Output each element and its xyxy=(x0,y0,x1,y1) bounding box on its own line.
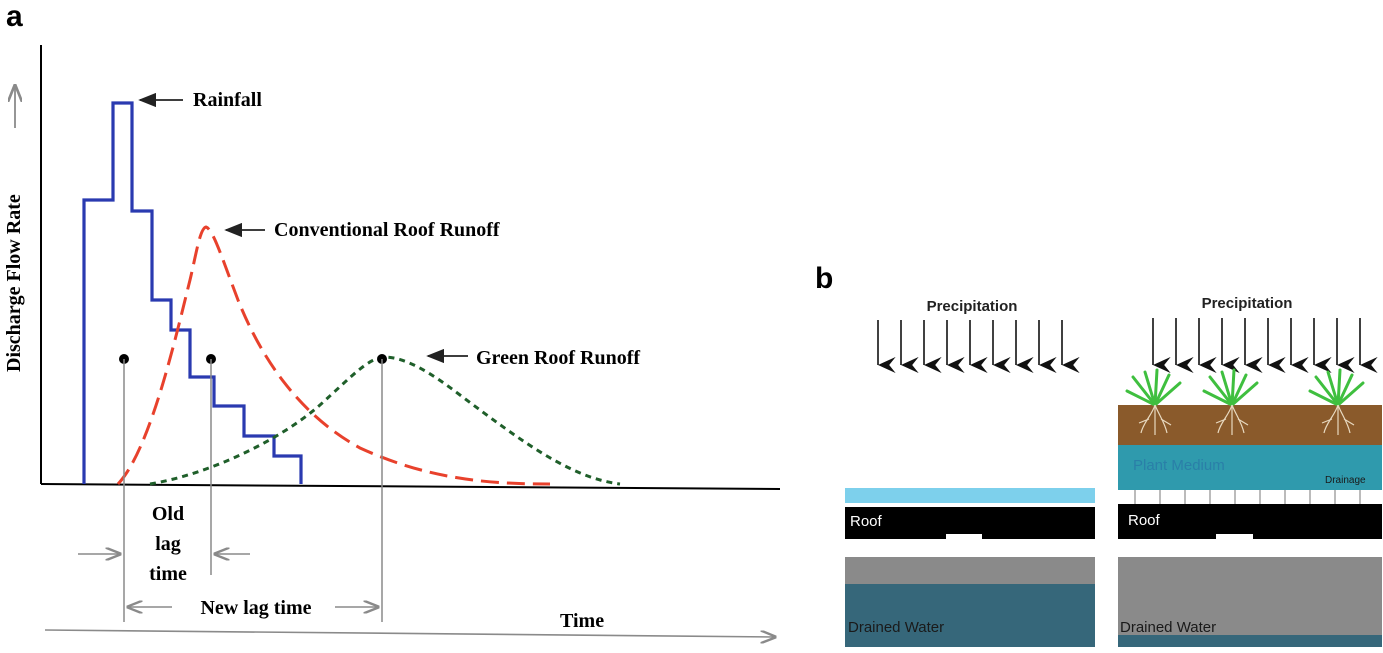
plant-medium-layer xyxy=(1118,445,1382,490)
x-axis xyxy=(40,483,781,490)
right-gray-layer xyxy=(1118,557,1382,635)
old-lag-label-line3: time xyxy=(149,563,187,585)
plant-icon xyxy=(1308,368,1365,435)
y-axis-label: Discharge Flow Rate xyxy=(3,194,25,372)
time-axis-arrow-icon xyxy=(44,629,775,637)
green-runoff-series xyxy=(149,355,621,486)
right-roof-layer xyxy=(1118,504,1382,539)
drainage-label: Drainage xyxy=(1325,475,1366,486)
right-rain-arrows xyxy=(1152,318,1378,373)
left-drained-water-label: Drained Water xyxy=(848,619,944,636)
panel-b: b Precipitation Roof Drained Water xyxy=(815,262,1382,647)
conventional-runoff-series xyxy=(116,225,551,486)
left-roof-layer xyxy=(845,507,1095,539)
green-label: Green Roof Runoff xyxy=(476,347,640,369)
panel-a-label: a xyxy=(6,0,23,33)
left-drained-water-layer xyxy=(845,584,1095,647)
panel-b-label: b xyxy=(815,262,833,295)
panel-a: a Discharge Flow Rate Rainfall Conventio… xyxy=(3,0,781,637)
rainfall-series xyxy=(82,101,303,484)
rainfall-label: Rainfall xyxy=(193,89,262,111)
left-precipitation-label: Precipitation xyxy=(927,298,1018,315)
left-rain-arrows xyxy=(877,320,1080,373)
conventional-roof-diagram: Precipitation Roof Drained Water xyxy=(845,298,1095,647)
new-lag-label: New lag time xyxy=(200,597,311,619)
right-precipitation-label: Precipitation xyxy=(1202,295,1293,312)
right-roof-label: Roof xyxy=(1128,512,1161,529)
old-lag-label-line1: Old xyxy=(152,503,184,525)
conventional-label: Conventional Roof Runoff xyxy=(274,219,500,241)
x-axis-label: Time xyxy=(560,610,604,632)
y-axis-label-group: Discharge Flow Rate xyxy=(3,194,25,372)
plant-icon xyxy=(1125,368,1182,435)
left-roof-label: Roof xyxy=(850,513,883,530)
left-water-film xyxy=(845,488,1095,503)
right-drained-water-layer xyxy=(1118,635,1382,647)
plant-medium-label: Plant Medium xyxy=(1133,457,1225,474)
right-drained-water-label: Drained Water xyxy=(1120,619,1216,636)
plant-icon xyxy=(1202,368,1259,435)
left-gray-layer xyxy=(845,557,1095,584)
old-lag-label-line2: lag xyxy=(155,533,181,555)
green-roof-diagram: Precipitation Plant Medium Drainage xyxy=(1118,295,1382,647)
